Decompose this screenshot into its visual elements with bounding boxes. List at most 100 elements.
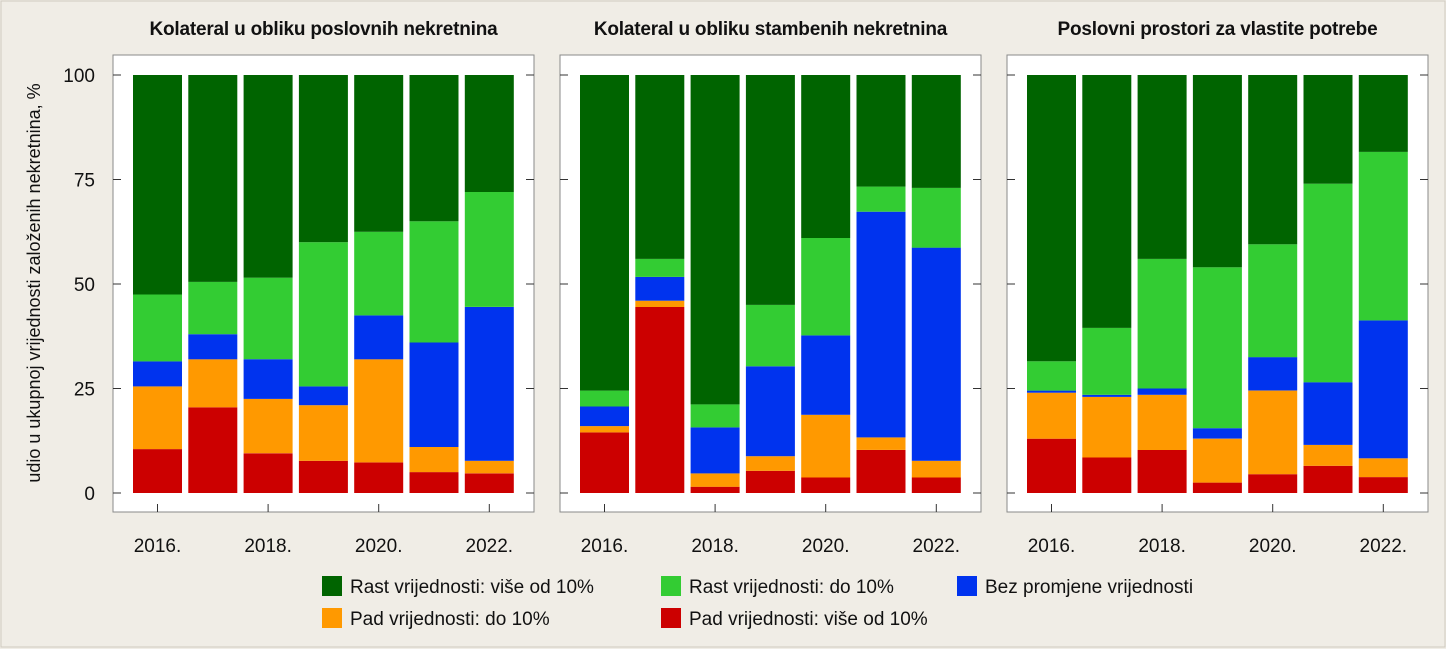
bar-stacks [1027, 75, 1408, 493]
bar-segment-2017-pad_vise [635, 307, 685, 493]
bar-segment-2021-rast_do [409, 221, 459, 343]
bar-segment-2016-pad_vise [133, 449, 182, 493]
bar-segment-2020-bez [354, 315, 404, 360]
bar-stacks [580, 75, 961, 493]
bar-segment-2021-pad_do [856, 437, 906, 450]
x-tick-label: 2018. [1138, 536, 1186, 557]
bar-segment-2020-rast_vise [801, 75, 851, 238]
bar-segment-2019-rast_do [1192, 267, 1242, 429]
bar-segment-2021-pad_vise [409, 472, 459, 493]
bar-segment-2016-pad_vise [1027, 438, 1076, 493]
x-tick-label: 2020. [802, 536, 850, 557]
x-tick-label: 2018. [244, 536, 292, 557]
bar-segment-2017-pad_vise [1082, 457, 1132, 493]
bar-segment-2021-pad_do [1303, 444, 1353, 466]
chart-panel-3: Poslovni prostori za vlastite potrebe 201… [1006, 19, 1429, 557]
panel-title: Kolateral u obliku poslovnih nekretnina [150, 19, 499, 40]
bar-segment-2017-pad_do [188, 359, 238, 408]
x-tick-label: 2022. [913, 536, 961, 557]
bar-segment-2018-pad_vise [243, 453, 293, 493]
bar-segment-2019-pad_do [1192, 438, 1242, 483]
y-tick-label: 50 [74, 275, 95, 296]
chart-panels: Kolateral u obliku poslovnih nekretnina 0… [63, 19, 1429, 557]
bar-segment-2018-bez [690, 427, 740, 474]
bar-segment-2017-pad_do [635, 300, 685, 307]
bar-segment-2019-pad_vise [298, 460, 348, 493]
bar-segment-2018-rast_do [1137, 258, 1187, 389]
chart-panel-1: Kolateral u obliku poslovnih nekretnina 0… [63, 19, 535, 557]
chart-panel-2: Kolateral u obliku stambenih nekretnina 2… [559, 19, 982, 557]
bar-segment-2018-rast_do [690, 404, 740, 428]
bar-segment-2022-rast_vise [1358, 75, 1408, 152]
bar-segment-2021-bez [856, 211, 906, 438]
bar-segment-2016-pad_vise [580, 432, 629, 493]
bar-segment-2018-bez [243, 359, 293, 399]
bar-segment-2017-rast_vise [1082, 75, 1132, 328]
y-axis-title: udio u ukupnoj vrijednosti založenih nek… [24, 83, 44, 482]
chart-legend: Rast vrijednosti: više od 10% Rast vrijed… [322, 576, 1193, 630]
x-tick-label: 2020. [1249, 536, 1297, 557]
panel-title: Poslovni prostori za vlastite potrebe [1058, 19, 1378, 40]
legend-swatch [322, 608, 342, 628]
bar-segment-2018-rast_vise [690, 75, 740, 405]
bar-segment-2018-bez [1137, 388, 1187, 395]
bar-segment-2021-rast_vise [1303, 75, 1353, 184]
y-tick-label: 75 [74, 171, 95, 192]
x-tick-label: 2020. [355, 536, 403, 557]
bar-segment-2021-pad_vise [856, 449, 906, 493]
bar-segment-2016-rast_do [1027, 361, 1076, 391]
bar-segment-2022-bez [464, 307, 514, 461]
bar-segment-2019-pad_do [745, 456, 795, 471]
bar-segment-2017-rast_do [188, 281, 238, 335]
bar-segment-2017-rast_vise [188, 75, 238, 282]
legend-item-rast_vise: Rast vrijednosti: više od 10% [322, 576, 594, 598]
bar-segment-2018-pad_do [690, 473, 740, 487]
bar-segment-2018-rast_vise [1137, 75, 1187, 259]
x-tick-label: 2016. [1028, 536, 1076, 557]
bar-segment-2016-rast_vise [1027, 75, 1076, 362]
bar-segment-2020-bez [801, 335, 851, 415]
bar-segment-2020-rast_do [354, 231, 404, 316]
bar-segment-2016-rast_do [580, 390, 629, 407]
bar-segment-2021-rast_do [1303, 183, 1353, 383]
y-tick-label: 100 [63, 66, 95, 87]
bar-segment-2021-rast_do [856, 186, 906, 212]
bar-segment-2021-bez [409, 342, 459, 447]
bar-segment-2016-bez [580, 406, 629, 427]
legend-item-rast_do: Rast vrijednosti: do 10% [661, 576, 894, 598]
bar-segment-2016-rast_vise [580, 75, 629, 391]
bar-segment-2017-bez [188, 334, 238, 360]
bar-segment-2019-bez [1192, 428, 1242, 439]
bar-segment-2020-pad_do [1248, 390, 1298, 475]
bar-segment-2019-pad_vise [1192, 482, 1242, 493]
bar-segment-2016-rast_vise [133, 75, 182, 295]
bar-segment-2019-rast_vise [298, 75, 348, 243]
bar-segment-2017-pad_vise [188, 407, 238, 493]
bar-segment-2018-rast_do [243, 277, 293, 360]
legend-swatch [661, 576, 681, 596]
bar-segment-2022-rast_vise [911, 75, 961, 188]
bar-segment-2016-pad_do [580, 426, 629, 433]
bar-segment-2020-rast_vise [1248, 75, 1298, 245]
bar-segment-2017-rast_vise [635, 75, 685, 259]
panel-title: Kolateral u obliku stambenih nekretnina [594, 19, 948, 40]
x-tick-label: 2018. [691, 536, 739, 557]
x-tick-label: 2022. [466, 536, 514, 557]
bar-segment-2019-rast_vise [1192, 75, 1242, 268]
bar-segment-2022-pad_vise [1358, 477, 1408, 493]
bar-segment-2022-bez [911, 247, 961, 461]
bar-segment-2019-bez [745, 366, 795, 457]
bar-segment-2016-pad_do [133, 386, 182, 450]
bar-segment-2019-pad_vise [745, 470, 795, 493]
legend-swatch [322, 576, 342, 596]
bar-segment-2016-bez [1027, 390, 1076, 393]
bar-segment-2021-pad_do [409, 447, 459, 473]
bar-segment-2018-pad_do [1137, 394, 1187, 450]
y-tick-label: 25 [74, 380, 95, 401]
legend-label: Rast vrijednosti: više od 10% [350, 577, 594, 598]
bar-segment-2021-rast_vise [409, 75, 459, 222]
bar-segment-2019-rast_do [298, 242, 348, 387]
bar-segment-2022-rast_do [464, 192, 514, 307]
bar-segment-2022-pad_vise [464, 473, 514, 493]
